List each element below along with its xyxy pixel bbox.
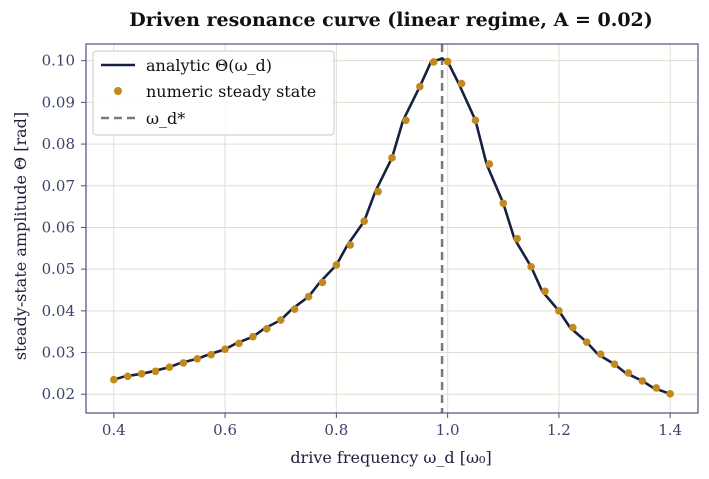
x-tick-label: 0.6 [213,421,237,439]
x-tick-label: 0.8 [324,421,348,439]
numeric-point [165,363,174,371]
numeric-point [666,390,674,398]
y-tick-label: 0.04 [42,302,75,320]
y-tick-label: 0.07 [42,177,75,195]
numeric-point [402,116,410,125]
numeric-point [471,116,480,125]
x-tick-label: 1.2 [547,421,571,439]
plot-frame [85,43,699,414]
numeric-point [610,360,619,369]
numeric-point [429,58,438,66]
y-tick-label: 0.02 [42,385,75,403]
numeric-point [388,154,396,162]
x-tick-label: 1.0 [436,421,460,439]
y-tick-label: 0.10 [42,52,75,70]
numeric-point [235,339,243,348]
numeric-point [443,57,452,66]
numeric-point [346,241,355,249]
numeric-point [110,375,118,384]
legend-box [92,50,335,136]
y-axis-label: steady-state amplitude Θ [rad] [11,112,30,360]
legend-label-analytic: analytic Θ(ω_d) [146,56,272,75]
numeric-point [457,79,466,88]
numeric-point [485,160,494,168]
grid [86,44,698,413]
numeric-point [582,338,591,346]
numeric-point [416,82,424,91]
data-series [110,57,674,398]
axis-ticks: 0.4 0.6 0.8 1.0 1.2 1.4 0.02 0.03 0.04 0.05 0.06 0.… [42,52,683,439]
numeric-point [527,262,535,271]
chart-title: Driven resonance curve (linear regime, A… [129,9,653,31]
numeric-point [332,261,341,269]
y-tick-label: 0.08 [42,135,75,153]
numeric-point [318,278,327,287]
numeric-point [221,345,229,354]
numeric-point [249,332,257,341]
y-tick-label: 0.05 [42,260,75,278]
numeric-point [304,292,313,301]
numeric-point [193,354,202,363]
y-tick-label: 0.03 [42,344,75,362]
numeric-point [541,287,549,296]
numeric-point [638,377,647,385]
numeric-point [569,323,577,332]
numeric-point [179,359,188,367]
numeric-point [596,350,605,359]
numeric-point [374,187,382,196]
numeric-point [137,370,146,378]
numeric-point [207,350,215,359]
y-tick-label: 0.09 [42,93,75,111]
legend: analytic Θ(ω_d) numeric steady state ω_d… [92,50,335,136]
legend-label-resonance: ω_d* [146,109,185,128]
numeric-point [263,324,271,333]
numeric-point [360,217,368,226]
x-axis-label: drive frequency ω_d [ω₀] [290,448,491,467]
x-tick-label: 1.4 [658,421,682,439]
numeric-point [555,307,563,315]
numeric-point [123,372,132,381]
legend-label-numeric: numeric steady state [146,82,316,101]
numeric-point [290,305,299,313]
numeric-point [499,199,508,208]
numeric-point [276,316,285,324]
numeric-point [513,234,521,243]
legend-swatch-numeric [114,87,122,95]
y-tick-label: 0.06 [42,218,75,236]
numeric-point [652,384,661,392]
numeric-point [624,369,633,377]
numeric-point [151,367,160,376]
x-tick-label: 0.4 [102,421,126,439]
